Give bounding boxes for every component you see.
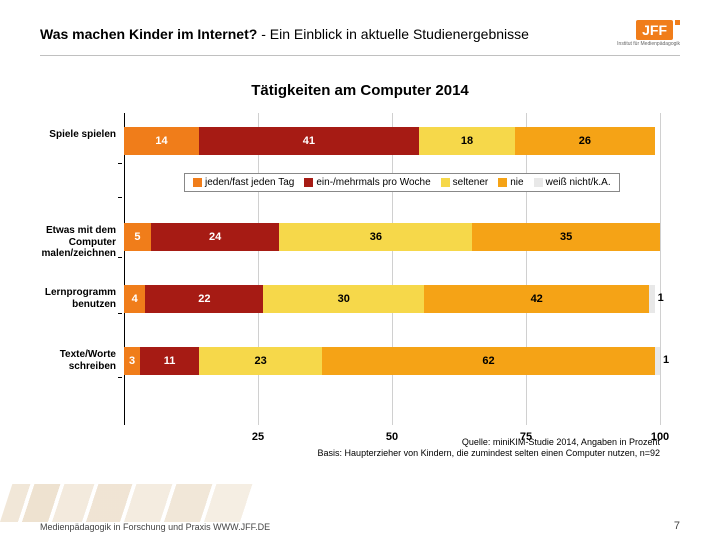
legend-item: ein-/mehrmals pro Woche (304, 177, 430, 188)
bar-segment: 3 (124, 347, 140, 375)
chart-title: Tätigkeiten am Computer 2014 (30, 82, 690, 99)
bar-segment: 4 (124, 285, 145, 313)
bar-segment: 23 (199, 347, 322, 375)
legend-swatch (193, 178, 202, 187)
category-label: Lernprogramm benutzen (30, 287, 120, 310)
gridline (258, 113, 259, 425)
x-axis-label: 25 (252, 431, 264, 443)
footer-decoration (0, 484, 292, 522)
bar-row: 5243635 (124, 223, 660, 251)
legend-item: jeden/fast jeden Tag (193, 177, 294, 188)
bar-segment: 11 (140, 347, 199, 375)
bar-segment (655, 347, 660, 375)
category-label: Texte/Worte schreiben (30, 349, 120, 372)
category-label: Spiele spielen (30, 129, 120, 141)
gridline (660, 113, 661, 425)
source-line-1: Quelle: miniKIM-Studie 2014, Angaben in … (318, 437, 660, 449)
logo-subtext: Institut für Medienpädagogik (617, 42, 680, 47)
bar-segment-outside-label: 1 (658, 292, 664, 304)
bar-row: 14411826 (124, 127, 660, 155)
y-axis-line (124, 113, 125, 425)
chart-container: Tätigkeiten am Computer 2014 255075100Sp… (0, 56, 720, 443)
page-number: 7 (674, 520, 680, 532)
y-tick-dash (118, 197, 122, 198)
bar-row: 3112362 (124, 347, 660, 375)
legend-swatch (498, 178, 507, 187)
footer-text: Medienpädagogik in Forschung und Praxis … (40, 522, 270, 532)
y-tick-dash (118, 163, 122, 164)
logo-dot-icon (675, 20, 680, 25)
bar-segment: 30 (263, 285, 424, 313)
bar-segment: 18 (419, 127, 515, 155)
legend-swatch (534, 178, 543, 187)
chart-legend: jeden/fast jeden Tag ein-/mehrmals pro Wo… (184, 173, 620, 192)
legend-label: nie (510, 177, 523, 188)
y-tick-dash (118, 377, 122, 378)
bar-segment: 41 (199, 127, 419, 155)
legend-item: nie (498, 177, 523, 188)
bar-segment: 24 (151, 223, 280, 251)
legend-label: seltener (453, 177, 489, 188)
logo: JFF Institut für Medienpädagogik (617, 20, 680, 47)
bar-segment: 62 (322, 347, 654, 375)
source-line-2: Basis: Haupterzieher von Kindern, die zu… (318, 448, 660, 460)
legend-label: jeden/fast jeden Tag (205, 177, 294, 188)
bar-segment: 35 (472, 223, 660, 251)
chart-area: 255075100Spiele spielen14411826Etwas mit… (124, 113, 660, 443)
chart-source: Quelle: miniKIM-Studie 2014, Angaben in … (318, 437, 660, 460)
bar-segment: 14 (124, 127, 199, 155)
slide-header: Was machen Kinder im Internet? - Ein Ein… (0, 0, 720, 55)
bar-segment (649, 285, 654, 313)
legend-swatch (304, 178, 313, 187)
bar-segment: 22 (145, 285, 263, 313)
header-title-bold: Was machen Kinder im Internet? (40, 26, 257, 42)
gridline (526, 113, 527, 425)
legend-swatch (441, 178, 450, 187)
bar-row: 4223042 (124, 285, 660, 313)
bar-segment: 26 (515, 127, 654, 155)
bar-segment: 36 (279, 223, 472, 251)
legend-label: weiß nicht/k.A. (546, 177, 611, 188)
bar-segment: 5 (124, 223, 151, 251)
y-tick-dash (118, 313, 122, 314)
gridline (392, 113, 393, 425)
logo-text: JFF (636, 20, 673, 40)
legend-item: weiß nicht/k.A. (534, 177, 611, 188)
bar-segment-outside-label: 1 (663, 354, 669, 366)
bar-segment: 42 (424, 285, 649, 313)
category-label: Etwas mit dem Computer malen/zeichnen (30, 225, 120, 260)
header-title-light: - Ein Einblick in aktuelle Studienergebn… (257, 26, 529, 42)
header-title: Was machen Kinder im Internet? - Ein Ein… (40, 26, 529, 42)
slide-footer: Medienpädagogik in Forschung und Praxis … (0, 480, 720, 540)
legend-item: seltener (441, 177, 489, 188)
legend-label: ein-/mehrmals pro Woche (316, 177, 430, 188)
